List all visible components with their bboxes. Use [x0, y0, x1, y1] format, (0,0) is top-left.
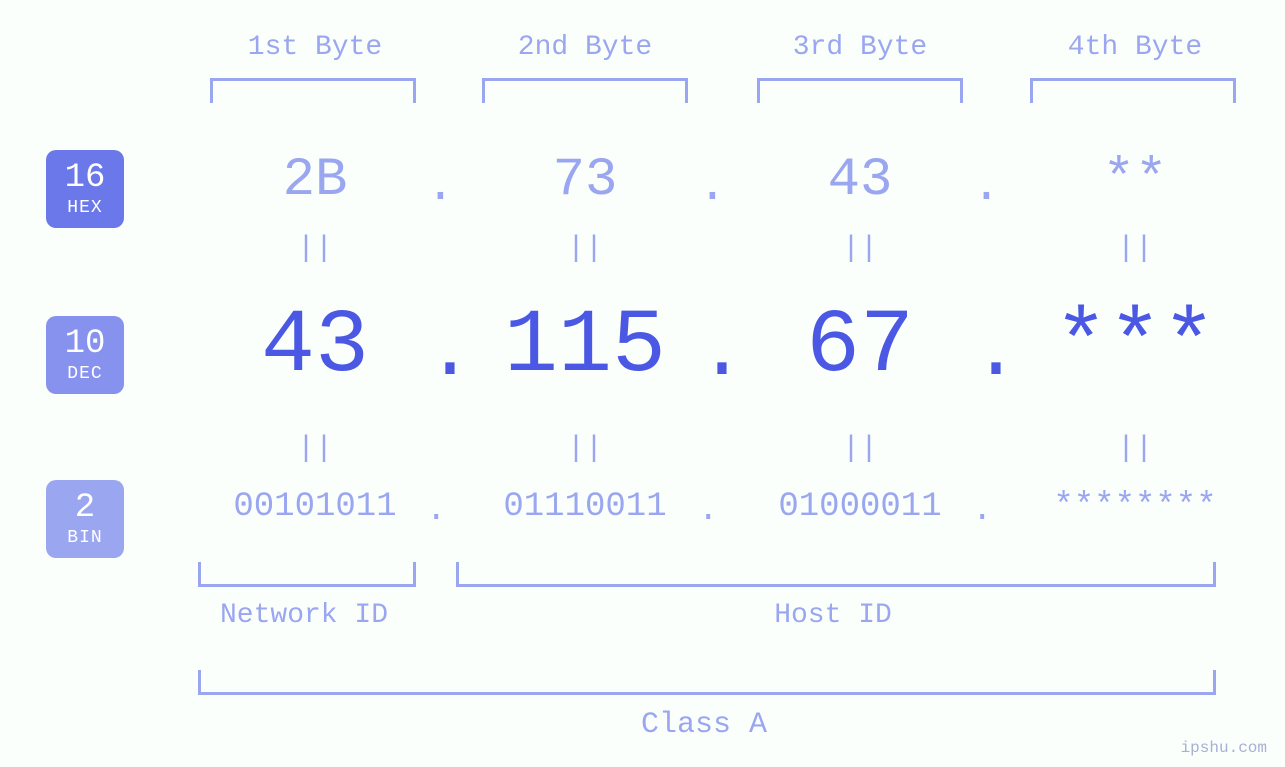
class-bracket: [198, 670, 1216, 695]
eq1-4: ||: [1010, 232, 1260, 266]
dec-byte2: 115: [460, 296, 710, 398]
byte3-top-bracket: [757, 78, 963, 103]
dec-byte3: 67: [735, 296, 985, 398]
bin-dot2: .: [698, 492, 718, 530]
hex-dot1: .: [426, 160, 455, 214]
host-id-bracket: [456, 562, 1216, 587]
byte3-header: 3rd Byte: [735, 32, 985, 63]
bin-byte1: 00101011: [190, 488, 440, 526]
hex-dot2: .: [698, 160, 727, 214]
hex-dot3: .: [972, 160, 1001, 214]
hex-byte3: 43: [735, 150, 985, 211]
hex-byte1: 2B: [190, 150, 440, 211]
byte2-header: 2nd Byte: [460, 32, 710, 63]
dec-byte1: 43: [190, 296, 440, 398]
dec-base: 10: [65, 327, 106, 361]
bin-dot1: .: [426, 492, 446, 530]
dec-dot2: .: [698, 308, 746, 399]
eq1-2: ||: [460, 232, 710, 266]
dec-badge: 10 DEC: [46, 316, 124, 394]
byte4-header: 4th Byte: [1010, 32, 1260, 63]
hex-base: 16: [65, 161, 106, 195]
dec-label: DEC: [67, 365, 102, 383]
bin-base: 2: [75, 491, 95, 525]
eq2-4: ||: [1010, 432, 1260, 466]
host-id-label: Host ID: [456, 600, 1210, 631]
class-label: Class A: [198, 708, 1210, 742]
eq2-1: ||: [190, 432, 440, 466]
byte1-top-bracket: [210, 78, 416, 103]
hex-badge: 16 HEX: [46, 150, 124, 228]
eq2-3: ||: [735, 432, 985, 466]
bin-badge: 2 BIN: [46, 480, 124, 558]
bin-byte2: 01110011: [460, 488, 710, 526]
eq1-1: ||: [190, 232, 440, 266]
byte1-header: 1st Byte: [190, 32, 440, 63]
bin-byte3: 01000011: [735, 488, 985, 526]
watermark: ipshu.com: [1181, 739, 1267, 757]
hex-byte4: **: [1010, 150, 1260, 211]
bin-dot3: .: [972, 492, 992, 530]
dec-byte4: ***: [1010, 296, 1260, 398]
byte2-top-bracket: [482, 78, 688, 103]
eq2-2: ||: [460, 432, 710, 466]
hex-label: HEX: [67, 199, 102, 217]
bin-label: BIN: [67, 529, 102, 547]
byte4-top-bracket: [1030, 78, 1236, 103]
bin-byte4: ********: [1010, 488, 1260, 526]
eq1-3: ||: [735, 232, 985, 266]
network-id-bracket: [198, 562, 416, 587]
dec-dot3: .: [972, 308, 1020, 399]
hex-byte2: 73: [460, 150, 710, 211]
network-id-label: Network ID: [198, 600, 410, 631]
dec-dot1: .: [426, 308, 474, 399]
